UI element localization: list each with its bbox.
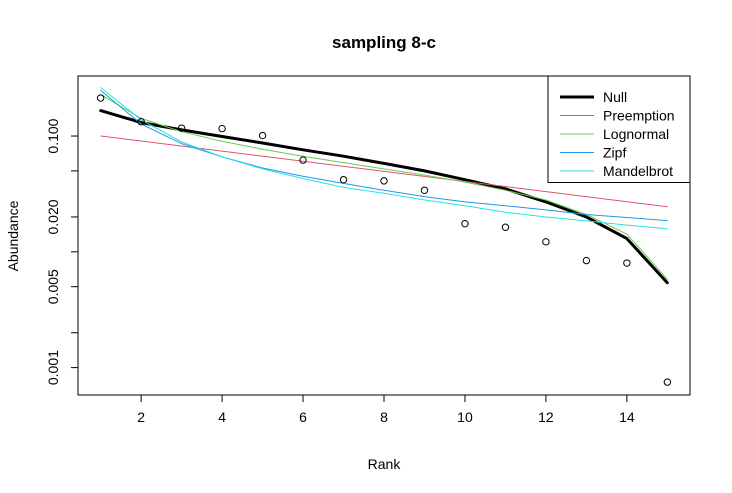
data-point <box>218 124 226 133</box>
legend-label: Preemption <box>603 108 675 124</box>
x-axis: 2 4 6 8 10 12 14 <box>137 395 635 425</box>
series-line-lognormal <box>100 94 668 280</box>
y-tick-label: 0.001 <box>45 350 61 385</box>
data-point <box>299 156 307 164</box>
data-point <box>137 117 145 126</box>
y-axis-label: Abundance <box>5 200 21 271</box>
x-tick-label: 10 <box>457 409 473 425</box>
x-tick-label: 12 <box>538 409 554 425</box>
y-tick-label: 0.020 <box>45 199 61 234</box>
data-point <box>542 238 550 246</box>
y-axis: 0.001 0.005 0.020 0.100 <box>45 118 78 385</box>
legend-label: Null <box>603 89 627 105</box>
x-tick-label: 14 <box>619 409 635 425</box>
data-point <box>461 219 469 228</box>
series-line-null <box>99 109 669 285</box>
x-tick-label: 2 <box>137 409 145 425</box>
series-line-zipf <box>100 89 668 222</box>
x-axis-label: Rank <box>368 456 402 472</box>
x-tick-label: 6 <box>299 409 307 425</box>
y-tick-label: 0.005 <box>45 269 61 304</box>
data-point <box>380 177 388 185</box>
x-tick-label: 4 <box>218 409 226 425</box>
x-tick-label: 8 <box>380 409 388 425</box>
legend-label: Lognormal <box>603 126 669 142</box>
data-point <box>177 124 186 132</box>
data-point <box>96 94 105 102</box>
chart-title: sampling 8-c <box>332 33 436 52</box>
data-point <box>420 186 429 194</box>
legend-label: Mandelbrot <box>603 163 673 179</box>
data-point <box>582 256 591 265</box>
data-point <box>501 223 510 231</box>
legend: Null Preemption Lognormal Zipf Mandelbrot <box>547 75 691 183</box>
data-point <box>258 131 267 140</box>
series-line-mandelbrot <box>100 87 668 230</box>
data-point <box>663 378 672 386</box>
legend-label: Zipf <box>603 145 626 161</box>
observed-points <box>96 94 672 386</box>
y-tick-label: 0.100 <box>45 118 61 153</box>
data-point <box>339 175 348 184</box>
series-lines <box>99 87 669 285</box>
data-point <box>623 259 631 267</box>
legend-box <box>547 75 691 183</box>
